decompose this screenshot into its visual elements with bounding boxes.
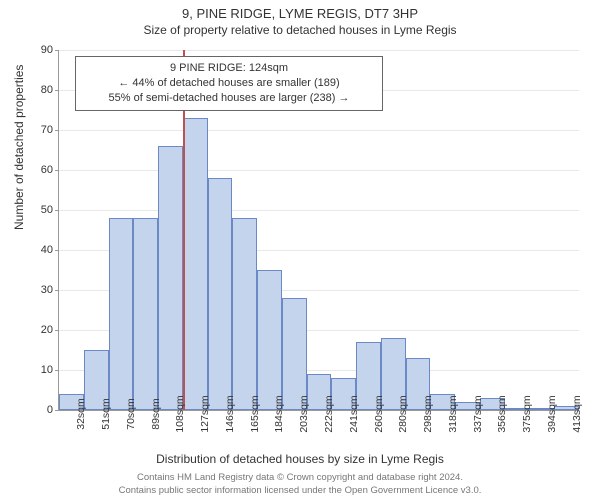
footer-line1: Contains HM Land Registry data © Crown c… [0,472,600,484]
ytick-mark [55,410,59,411]
ytick-label: 30 [23,284,53,296]
ytick-label: 60 [23,164,53,176]
title-line1: 9, PINE RIDGE, LYME REGIS, DT7 3HP [0,6,600,21]
annotation-line1: 9 PINE RIDGE: 124sqm [84,61,374,76]
xtick-label: 337sqm [472,395,484,432]
ytick-mark [55,130,59,131]
annotation-line3: 55% of semi-detached houses are larger (… [84,91,374,106]
histogram-bar [109,218,134,410]
ytick-label: 0 [23,404,53,416]
xtick-label: 413sqm [571,395,583,432]
footer-line2: Contains public sector information licen… [0,485,600,497]
histogram-bar [257,270,282,410]
x-axis-label: Distribution of detached houses by size … [0,452,600,466]
gridline [59,210,579,211]
ytick-mark [55,90,59,91]
xtick-label: 318sqm [447,395,459,432]
annotation-line2: ← 44% of detached houses are smaller (18… [84,76,374,91]
histogram-bar [183,118,208,410]
xtick-label: 260sqm [373,395,385,432]
ytick-mark [55,370,59,371]
xtick-label: 222sqm [323,395,335,432]
histogram-bar [232,218,257,410]
xtick-label: 298sqm [422,395,434,432]
xtick-label: 394sqm [546,395,558,432]
xtick-label: 203sqm [298,395,310,432]
xtick-label: 280sqm [397,395,409,432]
chart-container: 9, PINE RIDGE, LYME REGIS, DT7 3HP Size … [0,0,600,500]
ytick-mark [55,170,59,171]
xtick-label: 51sqm [100,398,112,430]
title-line2: Size of property relative to detached ho… [0,23,600,37]
ytick-label: 20 [23,324,53,336]
histogram-bar [208,178,233,410]
ytick-mark [55,330,59,331]
xtick-label: 184sqm [273,395,285,432]
ytick-label: 90 [23,44,53,56]
gridline [59,130,579,131]
ytick-label: 80 [23,84,53,96]
ytick-label: 10 [23,364,53,376]
xtick-label: 70sqm [125,398,137,430]
histogram-bar [158,146,183,410]
xtick-label: 375sqm [521,395,533,432]
xtick-label: 127sqm [199,395,211,432]
xtick-label: 89sqm [150,398,162,430]
xtick-label: 32sqm [75,398,87,430]
ytick-mark [55,290,59,291]
xtick-label: 241sqm [348,395,360,432]
ytick-mark [55,50,59,51]
annotation-box: 9 PINE RIDGE: 124sqm← 44% of detached ho… [75,56,383,111]
gridline [59,50,579,51]
ytick-label: 40 [23,244,53,256]
ytick-label: 50 [23,204,53,216]
histogram-bar [133,218,158,410]
ytick-mark [55,210,59,211]
ytick-label: 70 [23,124,53,136]
xtick-label: 108sqm [174,395,186,432]
gridline [59,170,579,171]
ytick-mark [55,250,59,251]
footer: Contains HM Land Registry data © Crown c… [0,472,600,497]
xtick-label: 165sqm [249,395,261,432]
xtick-label: 356sqm [496,395,508,432]
xtick-label: 146sqm [224,395,236,432]
title-block: 9, PINE RIDGE, LYME REGIS, DT7 3HP Size … [0,0,600,37]
histogram-bar [282,298,307,410]
